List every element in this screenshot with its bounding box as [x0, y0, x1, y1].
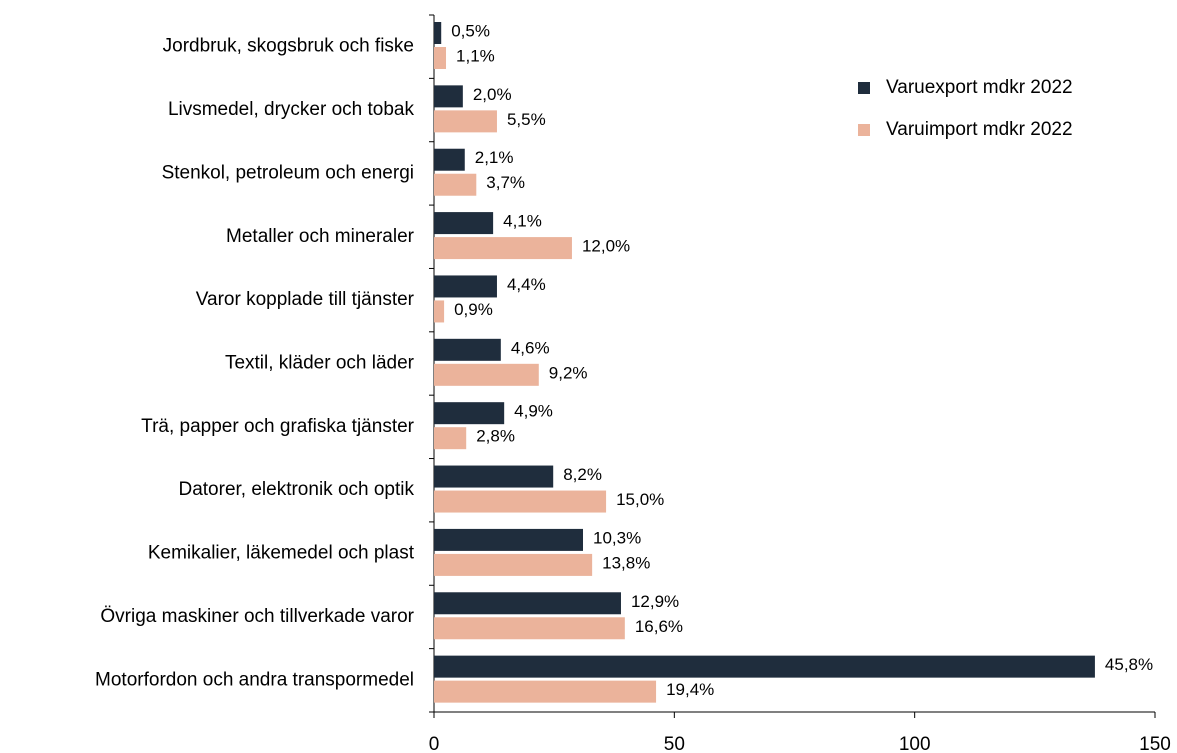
legend-swatch — [858, 124, 870, 136]
share-label: 12,9% — [631, 592, 679, 611]
share-label: 4,9% — [514, 402, 553, 421]
share-label: 16,6% — [635, 617, 683, 636]
bar — [434, 617, 625, 640]
bar — [434, 680, 657, 703]
category-label: Jordbruk, skogsbruk och fiske — [163, 36, 414, 57]
bar — [434, 173, 477, 196]
share-label: 15,0% — [616, 490, 664, 509]
legend-label: Varuimport mdkr 2022 — [886, 119, 1073, 140]
bar — [434, 47, 447, 69]
bar — [434, 592, 621, 615]
share-label: 13,8% — [602, 553, 650, 572]
share-label: 5,5% — [507, 110, 546, 129]
share-label: 9,2% — [549, 363, 588, 382]
bar — [434, 110, 497, 133]
bar — [434, 528, 584, 551]
bar — [434, 148, 465, 171]
x-tick-label: 0 — [429, 734, 440, 753]
bar — [434, 363, 539, 386]
share-label: 19,4% — [666, 680, 714, 699]
bar — [434, 465, 554, 488]
share-label: 45,8% — [1105, 655, 1153, 674]
x-tick-label: 100 — [899, 734, 931, 753]
bar — [434, 655, 1095, 678]
bar — [434, 212, 494, 235]
legend-swatch — [858, 82, 870, 94]
category-label: Övriga maskiner och tillverkade varor — [100, 606, 414, 627]
share-label: 4,6% — [511, 338, 550, 357]
x-tick-label: 50 — [664, 734, 685, 753]
category-label: Trä, papper och grafiska tjänster — [141, 416, 414, 437]
bar — [434, 338, 501, 361]
share-label: 12,0% — [582, 237, 630, 256]
share-label: 2,1% — [475, 148, 514, 167]
bar — [434, 275, 497, 298]
share-label: 8,2% — [563, 465, 602, 484]
category-label: Livsmedel, drycker och tobak — [168, 99, 415, 120]
bar — [434, 402, 505, 425]
category-label: Datorer, elektronik och optik — [178, 479, 414, 500]
bar — [434, 22, 442, 44]
bar — [434, 427, 467, 450]
share-label: 3,7% — [486, 173, 525, 192]
share-label: 4,4% — [507, 275, 546, 294]
x-tick-label: 150 — [1139, 734, 1171, 753]
category-label: Motorfordon och andra transpormedel — [95, 669, 414, 690]
bar — [434, 85, 463, 108]
bar — [434, 237, 572, 260]
share-label: 10,3% — [593, 528, 641, 547]
share-label: 0,9% — [454, 300, 493, 319]
share-label: 2,0% — [473, 85, 512, 104]
share-label: 1,1% — [456, 46, 495, 65]
category-label: Varor kopplade till tjänster — [196, 289, 415, 310]
bar — [434, 553, 593, 576]
bar — [434, 490, 607, 513]
share-label: 0,5% — [451, 21, 490, 40]
bar — [434, 300, 445, 323]
category-label: Textil, kläder och läder — [225, 353, 415, 374]
category-label: Stenkol, petroleum och energi — [162, 162, 414, 183]
share-label: 2,8% — [476, 427, 515, 446]
legend-label: Varuexport mdkr 2022 — [886, 77, 1073, 98]
category-label: Metaller och mineraler — [226, 226, 415, 247]
category-label: Kemikalier, läkemedel och plast — [148, 543, 415, 564]
share-label: 4,1% — [503, 212, 542, 231]
